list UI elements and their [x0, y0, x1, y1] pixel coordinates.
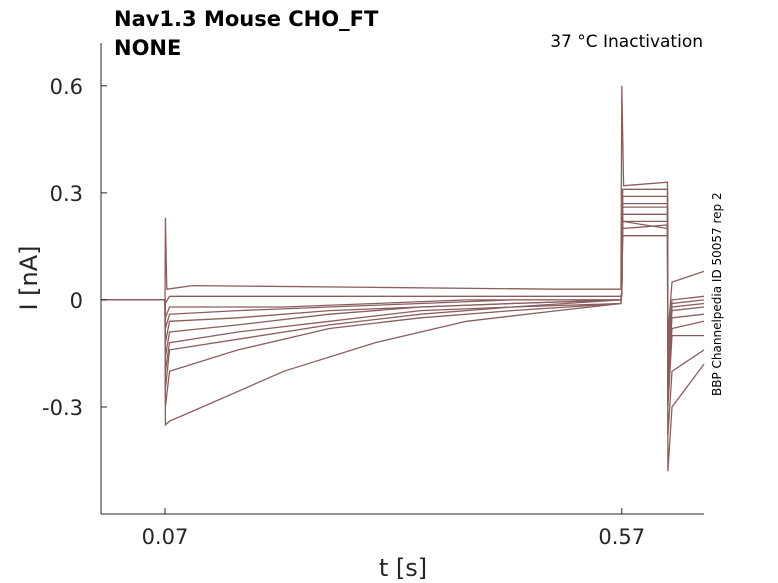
current-trace-10 [101, 188, 705, 343]
chart-title-line2: NONE [114, 36, 181, 60]
y-tick-label: 0.3 [50, 182, 83, 206]
chart-title-line1: Nav1.3 Mouse CHO_FT [114, 7, 379, 31]
x-tick-label: 0.57 [598, 525, 645, 549]
y-tick-group: -0.3 0 0.3 0.6 [42, 75, 107, 420]
x-axis-label: t [s] [379, 554, 427, 582]
current-trace-9 [101, 85, 705, 336]
y-tick-label: 0.6 [50, 75, 83, 99]
current-trace-3 [101, 235, 704, 408]
plot-area [101, 85, 705, 472]
y-axis-label: I [nA] [15, 245, 43, 310]
current-trace-7 [101, 202, 705, 365]
y-tick-label: 0 [70, 289, 83, 313]
x-tick-group: 0.07 0.57 [142, 508, 645, 549]
trace-group [101, 85, 705, 472]
y-tick-label: -0.3 [42, 396, 83, 420]
channelpedia-id-label: BBP Channelpedia ID 50057 rep 2 [710, 192, 724, 396]
temperature-protocol-annotation: 37 °C Inactivation [550, 32, 703, 52]
x-tick-label: 0.07 [142, 525, 189, 549]
